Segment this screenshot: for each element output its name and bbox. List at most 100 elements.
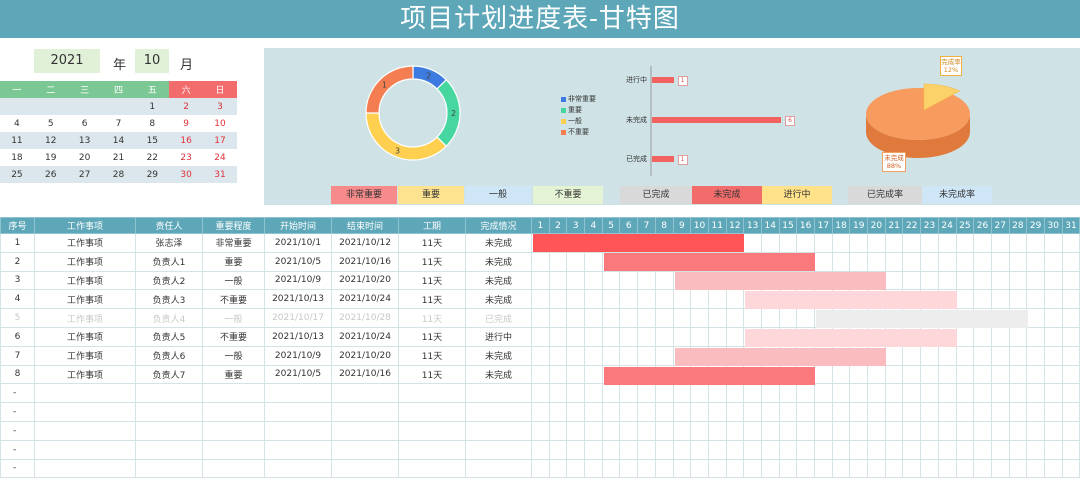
- table-cell[interactable]: 11天: [398, 270, 466, 291]
- table-cell[interactable]: 2021/10/16: [331, 251, 399, 272]
- table-cell[interactable]: 8: [0, 364, 35, 385]
- calendar-day[interactable]: 22: [146, 152, 159, 163]
- table-cell[interactable]: 负责人6: [135, 345, 203, 366]
- table-cell[interactable]: 负责人2: [135, 270, 203, 291]
- calendar-day[interactable]: 12: [33, 132, 68, 149]
- table-cell[interactable]: 2021/10/20: [331, 345, 399, 366]
- table-cell[interactable]: 2021/10/16: [331, 364, 399, 385]
- table-row[interactable]: -: [0, 402, 1080, 422]
- table-cell[interactable]: -: [0, 383, 35, 404]
- calendar-day[interactable]: 11: [0, 132, 34, 149]
- table-cell[interactable]: 未完成: [465, 251, 532, 272]
- table-cell[interactable]: 2021/10/5: [264, 364, 332, 385]
- calendar-day[interactable]: [67, 98, 102, 115]
- table-cell[interactable]: 11天: [398, 345, 466, 366]
- table-cell[interactable]: 工作事项: [34, 289, 136, 310]
- calendar-day[interactable]: 3: [203, 98, 237, 115]
- calendar-day[interactable]: 5: [47, 118, 54, 129]
- table-cell[interactable]: 一般: [202, 308, 265, 328]
- table-cell[interactable]: 负责人3: [135, 289, 203, 310]
- table-row[interactable]: -: [0, 383, 1080, 404]
- calendar-day[interactable]: 30: [169, 166, 204, 183]
- table-cell[interactable]: 进行中: [465, 326, 532, 347]
- calendar-day[interactable]: 24: [214, 152, 226, 163]
- calendar-day[interactable]: 26: [33, 166, 68, 183]
- table-cell[interactable]: 1: [0, 233, 35, 253]
- calendar-day[interactable]: 25: [0, 166, 34, 183]
- table-cell[interactable]: 11天: [398, 326, 466, 347]
- table-cell[interactable]: 11天: [398, 289, 466, 310]
- table-cell[interactable]: 负责人5: [135, 326, 203, 347]
- table-cell[interactable]: 4: [0, 289, 35, 310]
- table-cell[interactable]: 重要: [202, 251, 265, 272]
- calendar-day[interactable]: 2: [169, 98, 204, 115]
- table-cell[interactable]: 2021/10/5: [264, 251, 332, 272]
- table-cell[interactable]: 工作事项: [34, 233, 136, 253]
- table-cell[interactable]: 2021/10/1: [264, 233, 332, 253]
- table-row[interactable]: -: [0, 458, 1080, 478]
- table-row[interactable]: 2 工作事项 负责人1 重要 2021/10/5 2021/10/16 11天 未完成: [0, 251, 1080, 272]
- calendar-day[interactable]: 14: [101, 132, 136, 149]
- calendar-day[interactable]: 29: [135, 166, 170, 183]
- table-cell[interactable]: 工作事项: [34, 364, 136, 385]
- calendar-day[interactable]: 1: [135, 98, 170, 115]
- table-cell[interactable]: 未完成: [465, 345, 532, 366]
- table-cell[interactable]: 负责人4: [135, 308, 203, 328]
- table-cell[interactable]: 工作事项: [34, 345, 136, 366]
- calendar-day[interactable]: [101, 98, 136, 115]
- table-cell[interactable]: 重要: [202, 364, 265, 385]
- table-row[interactable]: 3 工作事项 负责人2 一般 2021/10/9 2021/10/20 11天 未完成: [0, 270, 1080, 291]
- calendar-day[interactable]: 15: [135, 132, 170, 149]
- table-cell[interactable]: 2021/10/20: [331, 270, 399, 291]
- table-cell[interactable]: 工作事项: [34, 251, 136, 272]
- table-cell[interactable]: 工作事项: [34, 308, 136, 328]
- table-cell[interactable]: 不重要: [202, 326, 265, 347]
- table-cell[interactable]: 2021/10/9: [264, 270, 332, 291]
- table-row[interactable]: 7 工作事项 负责人6 一般 2021/10/9 2021/10/20 11天 未完成: [0, 345, 1080, 366]
- table-row[interactable]: 8 工作事项 负责人7 重要 2021/10/5 2021/10/16 11天 未完成: [0, 364, 1080, 385]
- table-cell[interactable]: 一般: [202, 270, 265, 291]
- calendar-day[interactable]: 18: [11, 152, 23, 163]
- table-cell[interactable]: -: [0, 439, 35, 460]
- calendar-day[interactable]: 27: [67, 166, 102, 183]
- table-cell[interactable]: 2021/10/24: [331, 289, 399, 310]
- table-cell[interactable]: 2021/10/24: [331, 326, 399, 347]
- calendar-day[interactable]: 9: [183, 118, 189, 129]
- calendar-day[interactable]: [33, 98, 68, 115]
- table-cell[interactable]: 非常重要: [202, 233, 265, 253]
- table-cell[interactable]: 未完成: [465, 270, 532, 291]
- calendar-day[interactable]: 19: [45, 152, 57, 163]
- month-field[interactable]: 10: [135, 49, 169, 73]
- table-cell[interactable]: 11天: [398, 251, 466, 272]
- calendar-day[interactable]: 20: [78, 152, 91, 163]
- table-cell[interactable]: 11天: [398, 233, 466, 253]
- table-cell[interactable]: 3: [0, 270, 35, 291]
- table-cell[interactable]: 一般: [202, 345, 265, 366]
- table-cell[interactable]: 11天: [398, 364, 466, 385]
- table-cell[interactable]: 工作事项: [34, 270, 136, 291]
- calendar-day[interactable]: 8: [149, 118, 156, 129]
- calendar-day[interactable]: 6: [81, 118, 88, 129]
- table-cell[interactable]: -: [0, 402, 35, 422]
- table-row[interactable]: -: [0, 439, 1080, 460]
- calendar-day[interactable]: 28: [101, 166, 136, 183]
- table-cell[interactable]: 张志泽: [135, 233, 203, 253]
- table-cell[interactable]: 5: [0, 308, 35, 328]
- table-cell[interactable]: 2021/10/17: [264, 308, 332, 328]
- table-cell[interactable]: 2021/10/13: [264, 289, 332, 310]
- table-cell[interactable]: 11天: [398, 308, 466, 328]
- calendar-day[interactable]: 23: [180, 152, 192, 163]
- calendar-day[interactable]: [0, 98, 34, 115]
- table-cell[interactable]: 已完成: [465, 308, 532, 328]
- calendar-day[interactable]: 16: [169, 132, 204, 149]
- table-cell[interactable]: 2021/10/9: [264, 345, 332, 366]
- calendar-day[interactable]: 10: [214, 118, 226, 129]
- table-cell[interactable]: 未完成: [465, 289, 532, 310]
- table-cell[interactable]: 2021/10/28: [331, 308, 399, 328]
- calendar-day[interactable]: 7: [115, 118, 122, 129]
- table-cell[interactable]: 2: [0, 251, 35, 272]
- table-cell[interactable]: 负责人7: [135, 364, 203, 385]
- calendar-day[interactable]: 17: [203, 132, 237, 149]
- table-cell[interactable]: 6: [0, 326, 35, 347]
- table-cell[interactable]: 2021/10/13: [264, 326, 332, 347]
